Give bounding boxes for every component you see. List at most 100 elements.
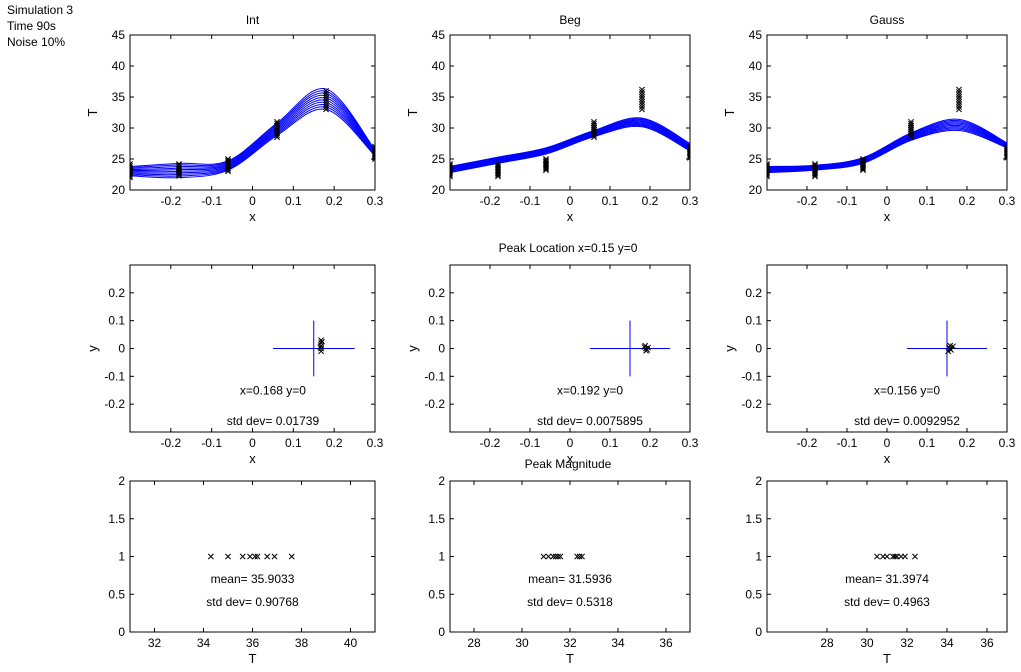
data-marker	[225, 157, 231, 164]
y-tick-label: 20	[432, 183, 446, 197]
data-marker	[274, 120, 280, 127]
x-axis-label: x	[884, 451, 891, 466]
peak-magnitude-marker	[264, 553, 271, 560]
plot-area	[907, 320, 987, 377]
data-marker	[323, 90, 329, 97]
data-marker	[639, 99, 645, 105]
x-axis-label: x	[567, 209, 574, 224]
data-marker	[323, 97, 329, 104]
peak-location-annotation: x=0.156 y=0	[874, 383, 940, 397]
x-axis-label: x	[884, 209, 891, 224]
fit-curve	[767, 124, 1007, 171]
peak-location-annotation: x=0.168 y=0	[240, 383, 306, 397]
data-marker	[130, 161, 133, 167]
peak-magnitude-marker	[576, 553, 583, 560]
x-axis-label: x	[249, 451, 256, 466]
y-tick-label: 0.1	[108, 314, 125, 328]
data-marker	[323, 106, 329, 113]
peak-magnitude-marker	[579, 553, 585, 560]
fit-curve	[130, 106, 375, 177]
y-tick-label: -0.2	[104, 397, 125, 411]
fit-curve	[767, 127, 1007, 172]
peak-magnitude-marker	[912, 553, 918, 560]
panel-title: Gauss	[870, 13, 905, 27]
fit-curve	[450, 120, 690, 169]
x-tick-label: 0.2	[642, 194, 659, 208]
panel-2	[449, 34, 691, 191]
x-tick-label: 30	[860, 636, 874, 650]
peak-location-marker	[643, 347, 649, 354]
x-tick-label: 0.2	[959, 436, 976, 450]
x-tick-label: 40	[344, 636, 358, 650]
data-marker	[956, 99, 962, 105]
data-marker	[767, 162, 770, 169]
x-tick-label: 34	[940, 636, 954, 650]
fit-curve	[767, 129, 1007, 174]
data-marker	[372, 143, 375, 150]
x-tick-label: 0.3	[682, 436, 699, 450]
plot-area	[590, 320, 670, 377]
data-marker	[860, 157, 866, 164]
peak-magnitude-marker	[550, 553, 557, 560]
y-tick-label: 2	[438, 474, 445, 488]
peak-magnitude-marker	[251, 553, 258, 560]
plot-area	[130, 87, 375, 181]
y-axis-label: T	[405, 108, 420, 116]
y-tick-label: 1.5	[108, 512, 125, 526]
peak-magnitude-marker	[892, 553, 898, 560]
data-marker	[812, 161, 818, 167]
y-tick-label: 0.1	[745, 314, 762, 328]
peak-location-marker	[642, 342, 649, 349]
data-marker	[495, 162, 501, 169]
data-marker	[956, 94, 962, 100]
y-tick-label: 30	[432, 121, 446, 135]
data-marker	[323, 92, 329, 99]
y-tick-label: 40	[749, 59, 763, 73]
row-title-peak-magnitude: Peak Magnitude	[525, 457, 612, 471]
y-tick-label: 35	[112, 90, 126, 104]
y-tick-label: -0.2	[741, 397, 762, 411]
peak-magnitude-marker	[207, 553, 214, 560]
peak-magnitude-marker	[540, 553, 547, 560]
x-tick-label: 0.1	[919, 194, 936, 208]
peak-location-marker	[645, 344, 651, 351]
y-tick-label: -0.1	[741, 369, 762, 383]
x-tick-label: 28	[820, 636, 834, 650]
y-axis-label: y	[85, 345, 100, 352]
x-tick-label: 34	[611, 636, 625, 650]
fit-curve	[130, 104, 375, 176]
x-tick-label: 32	[563, 636, 577, 650]
plot-area	[874, 553, 918, 560]
data-marker	[956, 103, 962, 110]
data-marker	[639, 101, 645, 108]
peak-magnitude-marker	[288, 553, 295, 560]
fit-curve	[450, 118, 690, 168]
std-dev-annotation: std dev= 0.90768	[206, 595, 299, 609]
peak-magnitude-marker	[239, 553, 246, 560]
fit-curve	[450, 125, 690, 174]
plot-area	[207, 553, 295, 560]
std-dev-annotation: std dev= 0.0092952	[854, 414, 960, 428]
y-axis-label: y	[722, 345, 737, 352]
y-tick-label: 0.5	[428, 587, 445, 601]
x-tick-label: 36	[980, 636, 994, 650]
y-tick-label: 25	[112, 152, 126, 166]
plot-area	[272, 320, 355, 377]
data-marker	[323, 104, 329, 111]
x-tick-label: -0.2	[160, 436, 181, 450]
panel-3	[766, 34, 1008, 191]
peak-magnitude-marker	[254, 553, 261, 560]
y-tick-label: 2	[755, 474, 762, 488]
y-tick-label: 1	[118, 550, 125, 564]
data-marker	[860, 156, 866, 162]
row-title-peak-location: Peak Location x=0.15 y=0	[499, 241, 638, 255]
data-marker	[639, 91, 645, 98]
peak-magnitude-marker	[225, 553, 231, 560]
axes-frame	[449, 34, 691, 191]
y-tick-label: 25	[749, 152, 763, 166]
x-tick-label: -0.1	[837, 436, 858, 450]
y-tick-label: 35	[749, 90, 763, 104]
y-tick-label: 25	[432, 152, 446, 166]
fit-curve	[450, 117, 690, 167]
